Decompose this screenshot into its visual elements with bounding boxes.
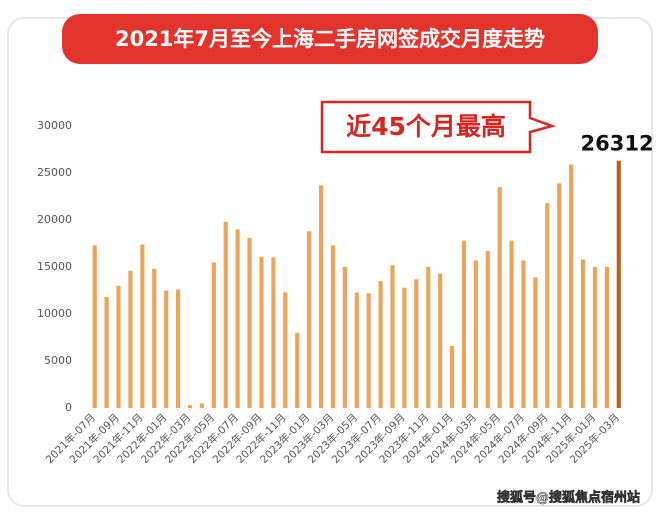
bar: [414, 279, 419, 408]
bar: [604, 267, 609, 408]
bar: [569, 164, 574, 408]
bar: [128, 270, 133, 408]
bar: [509, 240, 514, 408]
bar: [616, 160, 621, 408]
bar: [521, 260, 526, 408]
bar: [307, 231, 312, 408]
y-tick-label: 0: [65, 401, 72, 414]
bar: [557, 183, 562, 408]
bar: [545, 203, 550, 408]
bar: [592, 267, 598, 408]
bar: [485, 251, 490, 408]
bar: [473, 260, 478, 408]
bar: [438, 273, 443, 408]
bar: [461, 240, 467, 408]
bar: [199, 403, 204, 408]
bar: [92, 245, 97, 408]
bar: [271, 257, 276, 408]
value-label: 26312: [581, 132, 654, 156]
annotation-box: [320, 100, 557, 154]
bar: [283, 292, 288, 408]
y-tick-label: 5000: [44, 354, 72, 367]
bar: [330, 245, 336, 408]
bar: [152, 268, 157, 408]
bar: [223, 221, 228, 408]
bar: [247, 237, 252, 408]
annotation: 近45个月最高: [346, 112, 506, 141]
bar: [235, 229, 240, 408]
bar: [116, 285, 121, 408]
bar: [497, 187, 502, 408]
bar: [104, 297, 109, 408]
bar: [580, 259, 586, 408]
y-tick-label: 15000: [37, 260, 72, 273]
bar: [164, 290, 169, 408]
bar: [390, 265, 395, 408]
bar: [449, 345, 455, 408]
bar: [533, 277, 538, 408]
bar: [342, 267, 347, 408]
bar: [426, 267, 431, 408]
chart-title: 2021年7月至今上海二手房网签成交月度走势: [115, 27, 545, 51]
bar: [402, 287, 407, 408]
bar: [211, 262, 216, 408]
bar: [259, 256, 264, 408]
bar: [366, 293, 371, 408]
y-tick-label: 10000: [37, 307, 72, 320]
y-tick-label: 30000: [37, 119, 72, 132]
bar: [295, 332, 300, 408]
watermark: 搜狐号@搜狐焦点宿州站: [497, 490, 640, 506]
bar: [318, 185, 324, 408]
bar: [140, 244, 145, 408]
bar: [354, 292, 359, 408]
bar: [175, 289, 181, 408]
bar: [187, 405, 193, 408]
bar: [378, 281, 383, 408]
y-tick-label: 20000: [37, 213, 72, 226]
y-tick-label: 25000: [37, 166, 72, 179]
title-banner: [62, 14, 598, 64]
